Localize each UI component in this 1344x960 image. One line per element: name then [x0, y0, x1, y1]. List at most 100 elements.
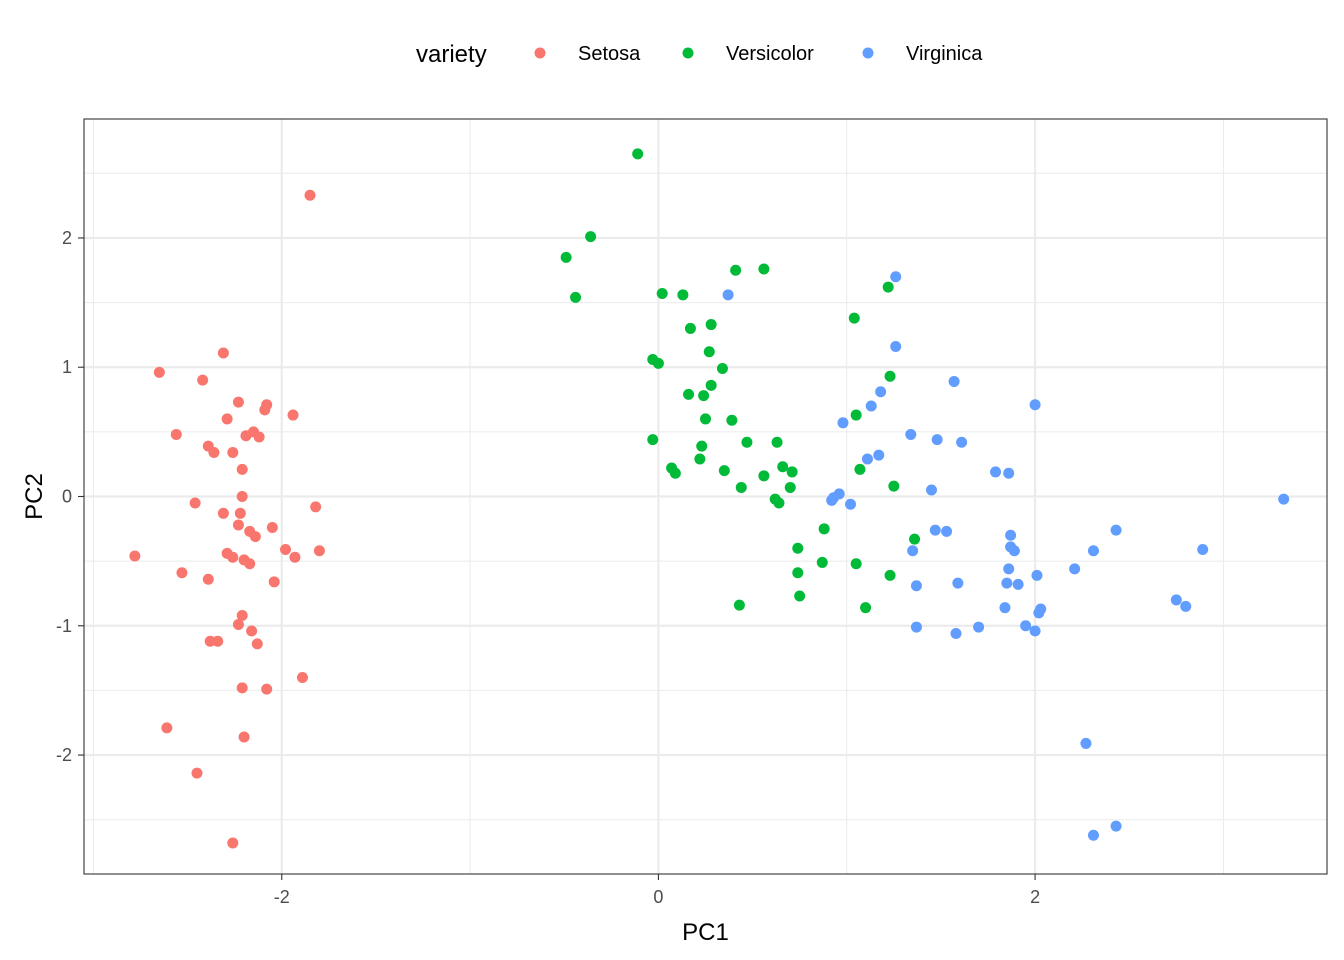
point-setosa — [232, 396, 244, 408]
legend-label-versicolor: Versicolor — [726, 43, 814, 65]
point-virginica — [1031, 569, 1043, 581]
legend-title: variety — [416, 41, 487, 68]
point-versicolor — [632, 148, 644, 160]
point-virginica — [1029, 625, 1041, 637]
point-versicolor — [741, 436, 753, 448]
point-versicolor — [703, 346, 715, 358]
point-versicolor — [909, 533, 921, 545]
point-versicolor — [733, 599, 745, 611]
point-versicolor — [698, 390, 710, 402]
point-versicolor — [758, 470, 770, 482]
point-virginica — [999, 602, 1011, 614]
y-tick-label: 1 — [62, 357, 72, 377]
point-versicolor — [794, 590, 806, 602]
point-virginica — [990, 466, 1002, 478]
x-axis: -2 0 2 — [274, 874, 1040, 907]
point-versicolor — [792, 542, 804, 554]
point-setosa — [217, 507, 229, 519]
point-setosa — [313, 545, 325, 557]
point-virginica — [1110, 524, 1122, 536]
major-gridlines — [84, 119, 1327, 874]
point-setosa — [287, 409, 299, 421]
point-virginica — [890, 271, 902, 283]
point-versicolor — [860, 602, 872, 614]
point-setosa — [202, 573, 214, 585]
point-virginica — [873, 449, 885, 461]
point-setosa — [304, 189, 316, 201]
point-versicolor — [848, 312, 860, 324]
legend-key-virginica — [862, 47, 874, 59]
point-versicolor — [700, 413, 711, 425]
point-versicolor — [850, 409, 862, 421]
point-virginica — [907, 545, 919, 557]
point-setosa — [289, 551, 301, 563]
y-tick-label: -1 — [56, 616, 72, 636]
point-setosa — [310, 501, 322, 513]
point-versicolor — [694, 453, 706, 465]
point-setosa — [129, 550, 141, 562]
point-setosa — [227, 447, 239, 459]
point-virginica — [1029, 399, 1041, 411]
point-virginica — [1069, 563, 1081, 575]
point-virginica — [1110, 820, 1122, 832]
point-virginica — [1008, 545, 1020, 557]
point-virginica — [1033, 607, 1045, 619]
point-virginica — [950, 628, 962, 640]
point-setosa — [236, 609, 248, 621]
point-versicolor — [716, 363, 728, 375]
point-setosa — [261, 683, 273, 695]
y-tick-label: -2 — [56, 745, 72, 765]
point-virginica — [1087, 545, 1099, 557]
point-versicolor — [786, 466, 798, 478]
legend-label-setosa: Setosa — [578, 43, 641, 65]
y-tick-label: 0 — [62, 487, 72, 507]
point-setosa — [259, 404, 271, 416]
point-virginica — [952, 577, 964, 589]
y-axis: -2 -1 0 1 2 — [56, 228, 84, 765]
point-setosa — [249, 531, 261, 543]
point-virginica — [926, 484, 937, 496]
point-setosa — [251, 638, 263, 650]
point-setosa — [212, 635, 224, 647]
point-setosa — [208, 447, 220, 459]
point-versicolor — [818, 523, 830, 535]
legend-label-virginica: Virginica — [906, 43, 983, 65]
legend: variety Setosa Versicolor Virginica — [416, 41, 983, 68]
x-tick-label: 2 — [1030, 887, 1040, 907]
point-versicolor — [705, 319, 717, 331]
point-virginica — [1170, 594, 1182, 606]
point-versicolor — [792, 567, 804, 579]
point-setosa — [236, 491, 248, 502]
point-versicolor — [696, 440, 708, 452]
point-setosa — [238, 731, 250, 743]
point-versicolor — [758, 263, 770, 275]
point-virginica — [1180, 600, 1192, 612]
legend-key-setosa — [534, 47, 546, 59]
point-setosa — [236, 463, 248, 475]
point-virginica — [837, 417, 849, 429]
point-versicolor — [771, 436, 783, 448]
point-versicolor — [816, 556, 828, 568]
point-virginica — [875, 386, 887, 398]
y-axis-title: PC2 — [21, 473, 48, 520]
point-versicolor — [560, 251, 572, 263]
point-virginica — [826, 494, 838, 506]
point-setosa — [246, 625, 258, 637]
point-versicolor — [777, 461, 789, 473]
point-setosa — [244, 558, 256, 570]
point-virginica — [910, 621, 922, 633]
point-versicolor — [730, 264, 742, 276]
point-setosa — [266, 522, 278, 534]
point-setosa — [191, 767, 203, 779]
point-setosa — [296, 671, 308, 683]
point-virginica — [1012, 578, 1024, 590]
legend-key-versicolor — [682, 47, 694, 59]
point-setosa — [227, 837, 239, 849]
point-versicolor — [784, 481, 796, 493]
point-versicolor — [888, 480, 900, 492]
point-versicolor — [882, 281, 894, 293]
point-virginica — [1278, 493, 1290, 505]
point-virginica — [845, 498, 857, 510]
point-virginica — [890, 341, 902, 353]
